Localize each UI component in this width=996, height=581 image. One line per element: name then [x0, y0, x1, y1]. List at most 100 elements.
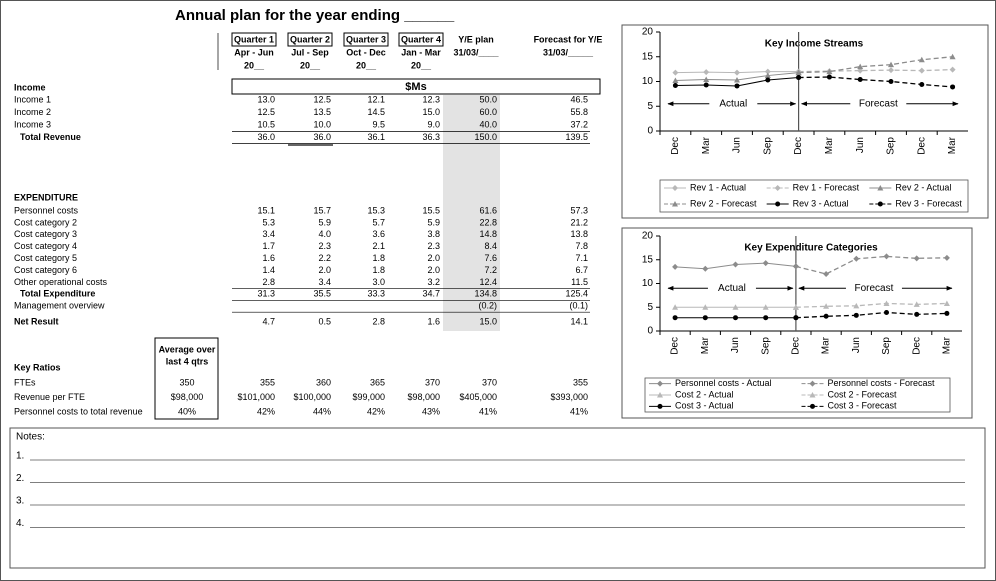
column-period: Jul - Sep — [291, 47, 329, 57]
point — [950, 84, 956, 90]
row-label: Income 3 — [14, 119, 51, 129]
point — [809, 380, 816, 387]
cell: 12.1 — [367, 94, 385, 104]
note-number: 1. — [16, 451, 24, 462]
quarter-box — [231, 32, 277, 47]
cell: 11.5 — [571, 277, 588, 287]
point — [949, 66, 956, 73]
point — [918, 67, 925, 74]
cell: $393,000 — [550, 392, 588, 402]
point — [775, 201, 781, 207]
legend-label: Personnel costs - Actual — [675, 378, 772, 388]
cell: 37.2 — [570, 119, 588, 129]
point — [672, 315, 678, 321]
x-tick-label: Jun — [855, 137, 866, 153]
cell: 5.7 — [372, 217, 385, 227]
point — [764, 72, 771, 79]
cell: 150.0 — [474, 132, 497, 142]
cell: 360 — [316, 377, 331, 387]
cell: 31.3 — [257, 289, 275, 299]
x-tick-label: Mar — [947, 136, 958, 154]
legend-label: Cost 3 - Actual — [675, 401, 734, 411]
point — [884, 309, 889, 315]
chart-title: Key Expenditure Categories — [744, 243, 878, 254]
cell: 2.2 — [318, 253, 331, 263]
column-name: Y/E plan — [458, 34, 494, 44]
cell: 2.0 — [318, 265, 331, 275]
y-tick-label: 5 — [647, 302, 653, 313]
point — [792, 304, 799, 310]
point — [762, 304, 769, 310]
cell: 43% — [422, 406, 440, 416]
point — [702, 315, 708, 321]
cell: 370 — [482, 377, 497, 387]
point — [734, 83, 740, 89]
cell: 10.0 — [313, 119, 331, 129]
column-period: Jan - Mar — [401, 47, 441, 57]
point — [763, 315, 769, 321]
label-bg — [845, 282, 902, 295]
column-period: Oct - Dec — [346, 47, 386, 57]
point — [823, 303, 830, 309]
cell: 12.4 — [479, 277, 497, 287]
x-tick-label: Dec — [791, 337, 802, 355]
legend-box — [644, 377, 951, 413]
point — [913, 255, 920, 262]
title: Annual plan for the year ending ______ — [175, 7, 455, 24]
x-tick-label: Sep — [881, 337, 892, 355]
note-number: 4. — [16, 518, 24, 529]
cell: 2.8 — [372, 316, 385, 326]
y-tick-label: 15 — [642, 51, 654, 62]
series-line — [795, 311, 947, 319]
x-tick-label: Dec — [911, 337, 922, 355]
point — [826, 74, 832, 80]
cell: 9.5 — [372, 119, 385, 129]
row-label: Net Result — [14, 316, 59, 326]
y-tick-label: 20 — [642, 27, 654, 38]
label-bg — [709, 97, 758, 110]
point — [672, 77, 679, 84]
row-label: Cost category 2 — [14, 217, 77, 227]
point — [657, 392, 663, 398]
point — [734, 69, 740, 76]
cell: 2.3 — [318, 241, 331, 251]
column-period: 31/03/_____ — [543, 47, 594, 57]
cell: 4.0 — [318, 229, 331, 239]
legend-box — [659, 179, 969, 213]
cell: 3.4 — [262, 229, 275, 239]
cell: 125.4 — [565, 289, 588, 299]
point — [703, 69, 710, 76]
point — [764, 68, 771, 75]
cell: 7.6 — [484, 253, 497, 263]
cell: 36.0 — [257, 132, 275, 142]
cell: 21.2 — [570, 217, 588, 227]
point — [793, 315, 799, 321]
section-heading: EXPENDITURE — [14, 192, 78, 202]
cell: $99,000 — [352, 392, 385, 402]
cell: 1.8 — [372, 253, 385, 263]
point — [888, 79, 894, 84]
point — [657, 380, 663, 387]
cell: 1.7 — [262, 241, 275, 251]
cell: 5.9 — [427, 217, 440, 227]
cell: 34.7 — [422, 289, 440, 299]
cell: 355 — [573, 377, 588, 387]
point — [944, 310, 950, 316]
cell: 46.5 — [570, 94, 588, 104]
cell: 3.8 — [427, 229, 440, 239]
cell: 55.8 — [570, 107, 588, 117]
cell: 15.5 — [422, 205, 440, 215]
y-tick-label: 10 — [642, 278, 654, 289]
legend-label: Rev 1 - Forecast — [793, 182, 860, 192]
y-tick-label: 0 — [647, 126, 653, 137]
point — [732, 304, 739, 310]
point — [796, 75, 802, 81]
row-label: Revenue per FTE — [14, 392, 85, 402]
cell: 36.0 — [313, 132, 331, 142]
cell: 10.5 — [257, 119, 275, 129]
cell: 134.8 — [474, 289, 497, 299]
cell: 42% — [367, 406, 385, 416]
point — [765, 77, 771, 83]
legend-label: Cost 2 - Actual — [675, 389, 734, 399]
point — [732, 261, 739, 268]
